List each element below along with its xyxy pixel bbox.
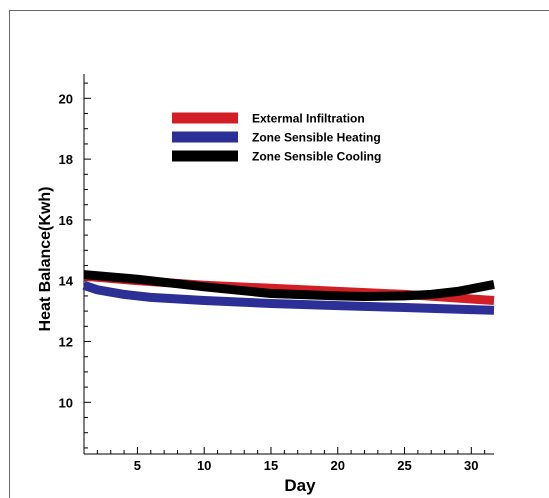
y-tick-label: 20 xyxy=(59,91,73,106)
x-axis-label: Day xyxy=(284,476,316,495)
x-tick-label: 25 xyxy=(397,458,411,473)
y-axis-label: Heat Balance(Kwh) xyxy=(37,187,54,332)
legend-label-zone-sensible-cooling: Zone Sensible Cooling xyxy=(252,150,381,164)
legend-label-extermal-infiltration: Extermal Infiltration xyxy=(252,112,365,126)
series-line-zone-sensible-cooling xyxy=(83,270,495,301)
axes: 10 12 14 16 18 20 5 10 15 20 25 30 xyxy=(59,74,494,473)
series-lines xyxy=(82,270,495,315)
x-tick-label: 10 xyxy=(197,458,211,473)
legend: Extermal Infiltration Zone Sensible Heati… xyxy=(172,112,381,164)
y-tick-label: 18 xyxy=(59,152,73,167)
series-line-zone-sensible-heating xyxy=(82,281,495,315)
y-tick-label: 10 xyxy=(59,395,73,410)
x-tick-label: 15 xyxy=(264,458,278,473)
plot-frame xyxy=(9,10,549,498)
y-tick-label: 12 xyxy=(59,335,73,350)
x-tick-label: 30 xyxy=(464,458,478,473)
y-tick-label: 16 xyxy=(59,213,73,228)
x-tick-label: 5 xyxy=(134,458,141,473)
legend-label-zone-sensible-heating: Zone Sensible Heating xyxy=(252,131,381,145)
x-tick-label: 20 xyxy=(331,458,345,473)
y-tick-label: 14 xyxy=(59,274,74,289)
